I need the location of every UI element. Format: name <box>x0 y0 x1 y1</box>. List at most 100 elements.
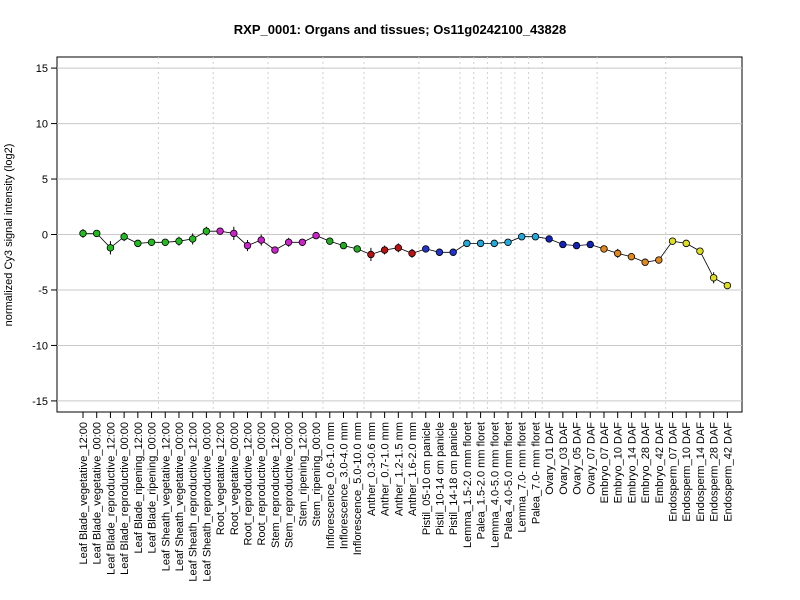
x-tick-label: Anther_0.3-0.6 mm <box>366 422 378 516</box>
data-point <box>271 246 279 254</box>
y-tick-label: 10 <box>36 119 48 131</box>
x-tick-label: Lemma_1.5-2.0 mm floret <box>462 422 474 548</box>
data-point <box>93 229 101 238</box>
data-point <box>504 238 512 246</box>
x-tick-label: Embryo_42 DAF <box>654 422 666 504</box>
data-point <box>435 248 444 256</box>
grid <box>57 57 742 412</box>
data-point <box>161 238 169 246</box>
data-point <box>545 235 553 243</box>
x-tick-label: Leaf Blade_ripening_00:00 <box>147 422 159 554</box>
data-point <box>380 246 389 254</box>
data-point <box>312 231 320 240</box>
x-tick-label: Ovary_07 DAF <box>585 422 597 495</box>
y-tick-label: -5 <box>38 285 48 297</box>
data-point <box>408 249 416 258</box>
data-point <box>655 256 663 264</box>
x-tick-label: Stem_ripening_12:00 <box>297 422 309 527</box>
data-point <box>134 239 142 248</box>
x-tick-label: Pistil_14-18 cm panicle <box>448 422 460 535</box>
data-point <box>682 239 690 248</box>
y-tick-label: -10 <box>32 340 48 352</box>
x-tick-label: Pistil_05-10 cm panicle <box>421 422 433 535</box>
data-point <box>147 238 156 246</box>
x-tick-label: Ovary_01 DAF <box>544 422 556 495</box>
x-tick-label: Embryo_28 DAF <box>640 422 652 504</box>
x-tick-label: Ovary_03 DAF <box>558 422 570 495</box>
data-point <box>572 241 581 250</box>
data-point <box>490 239 498 248</box>
data-point <box>586 240 594 249</box>
x-tick-label: Leaf Blade_reproductive_00:00 <box>119 422 131 575</box>
x-tick-label: Root_vegetative_12:00 <box>215 422 227 535</box>
x-tick-label: Root_vegetative_00:00 <box>229 422 241 535</box>
x-tick-label: Anther_1.2-1.5 mm <box>393 422 405 516</box>
x-tick-label: Endosperm_10 DAF <box>681 422 693 522</box>
data-point <box>641 258 649 266</box>
data-point <box>243 241 252 250</box>
x-tick-label: Stem_reproductive_00:00 <box>284 422 296 548</box>
data-point <box>353 245 361 253</box>
data-point <box>709 274 718 282</box>
data-point <box>668 237 677 245</box>
y-tick-label: 5 <box>42 174 48 186</box>
data-point <box>216 227 224 235</box>
x-tick-label: Palea_1.5-2.0 mm floret <box>476 422 488 539</box>
x-tick-label: Palea_4.0-5.0 mm floret <box>503 422 515 539</box>
data-point <box>188 235 197 243</box>
x-tick-label: Stem_reproductive_12:00 <box>270 422 282 548</box>
chart-title: RXP_0001: Organs and tissues; Os11g02421… <box>234 22 566 37</box>
data-points <box>79 226 732 290</box>
x-tick-label: Inflorescence_5.0-10.0 mm <box>352 422 364 555</box>
x-tick-label: Lemma_4.0-5.0 mm floret <box>489 422 501 548</box>
data-point <box>463 239 471 248</box>
x-tick-label: Leaf Blade_vegetative_12:00 <box>78 422 90 565</box>
y-tick-label: 0 <box>42 230 48 242</box>
data-point <box>696 247 704 255</box>
data-point <box>422 245 430 253</box>
x-tick-label: Endosperm_42 DAF <box>722 422 734 522</box>
x-tick-label: Leaf Sheath_vegetative_00:00 <box>174 422 186 571</box>
x-tick-label: Inflorescence_0.6-1.0 mm <box>325 422 337 549</box>
y-axis-ticks: -15 -10 -5 0 5 10 15 <box>32 63 57 408</box>
data-point <box>339 241 348 250</box>
x-tick-label: Leaf Sheath_reproductive_00:00 <box>201 422 213 582</box>
data-point <box>449 248 457 256</box>
data-point <box>120 233 128 241</box>
y-tick-label: 15 <box>36 63 48 75</box>
data-point <box>230 229 238 238</box>
x-tick-label: Leaf Sheath_reproductive_12:00 <box>188 422 200 582</box>
data-point <box>723 281 732 290</box>
data-point <box>326 237 334 245</box>
data-point <box>613 249 622 258</box>
data-point <box>600 245 608 253</box>
x-tick-label: Lemma_7.0- mm floret <box>517 422 529 533</box>
x-tick-label: Embryo_10 DAF <box>613 422 625 504</box>
data-point <box>106 244 115 252</box>
x-tick-label: Embryo_07 DAF <box>599 422 611 504</box>
x-tick-label: Ovary_05 DAF <box>572 422 584 495</box>
x-tick-label: Leaf Blade_vegetative_00:00 <box>92 422 104 565</box>
x-tick-label: Leaf Sheath_vegetative_12:00 <box>160 422 172 571</box>
x-tick-label: Stem_ripening_00:00 <box>311 422 323 527</box>
x-tick-label: Anther_1.6-2.0 mm <box>407 422 419 516</box>
data-point <box>257 236 265 244</box>
data-point <box>531 233 540 241</box>
x-tick-label: Inflorescence_3.0-4.0 mm <box>339 422 351 549</box>
data-point <box>175 237 183 245</box>
x-tick-label: Leaf Blade_reproductive_12:00 <box>105 422 117 575</box>
data-point <box>284 238 293 246</box>
y-tick-label: -15 <box>32 396 48 408</box>
x-tick-label: Embryo_14 DAF <box>626 422 638 504</box>
x-tick-label: Endosperm_28 DAF <box>709 422 721 522</box>
x-axis-ticks: Leaf Blade_vegetative_12:00 Leaf Blade_ve… <box>78 412 734 582</box>
x-tick-label: Pistil_10-14 cm panicle <box>435 422 447 535</box>
y-axis-label: normalized Cy3 signal intensity (log2) <box>3 144 15 327</box>
data-point <box>518 233 526 241</box>
x-tick-label: Root_reproductive_12:00 <box>243 422 255 546</box>
data-point <box>367 250 375 259</box>
x-tick-label: Palea_7.0- mm floret <box>530 422 542 524</box>
data-point <box>476 239 485 248</box>
